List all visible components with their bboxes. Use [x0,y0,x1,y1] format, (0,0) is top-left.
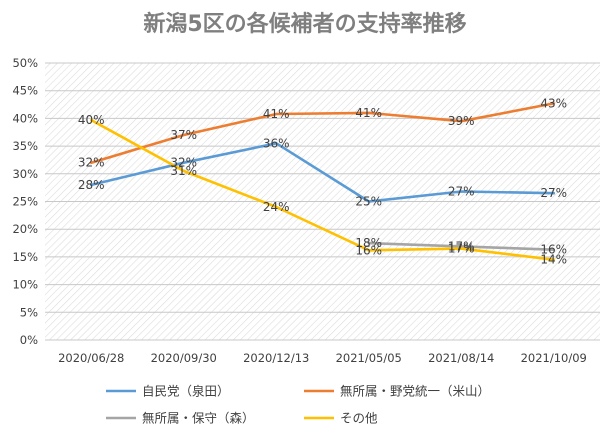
legend-label: その他 [340,411,378,426]
legend-label: 自民党（泉田） [142,384,230,399]
legend-item: 自民党（泉田） [106,384,230,399]
legend-label: 無所属・野党統一（米山） [340,384,490,399]
data-label: 39% [448,114,475,128]
data-label: 14% [540,253,567,267]
x-tick-label: 2020/09/30 [151,351,217,365]
data-label: 25% [355,195,382,209]
data-label: 40% [78,113,105,127]
y-tick-label: 50% [12,56,38,70]
series-lines [90,102,556,262]
data-label: 17% [448,242,475,256]
data-label: 41% [355,106,382,120]
data-label: 31% [170,164,197,178]
data-label: 28% [78,178,105,192]
x-tick-label: 2020/12/13 [243,351,309,365]
data-labels: 28%32%36%25%27% 27%32%37%41% 41%39%43%18% 1… [78,96,567,266]
x-axis-ticks: 2020/06/28 2020/09/30 2020/12/13 2021/05/05… [58,351,587,365]
x-tick-label: 2021/10/09 [521,351,587,365]
y-tick-label: 30% [12,167,38,181]
data-label: 41% [263,107,290,121]
y-tick-label: 5% [20,305,38,319]
y-tick-label: 15% [12,250,38,264]
data-label: 16% [355,243,382,257]
data-label: 36% [263,136,290,150]
legend-item: 無所属・保守（森） [106,411,255,426]
data-label: 17% [448,239,475,253]
data-label: 27% [540,186,567,200]
series-line-0 [90,142,556,203]
x-tick-label: 2021/05/05 [336,351,402,365]
legend-item: その他 [304,411,378,426]
legend-item: 無所属・野党統一（米山） [304,384,490,399]
data-label: 24% [263,200,290,214]
y-tick-label: 20% [12,222,38,236]
y-tick-label: 0% [20,333,38,347]
x-tick-label: 2020/06/28 [58,351,124,365]
data-label: 32% [78,156,105,170]
data-label: 32% [170,156,197,170]
data-label: 18% [355,236,382,250]
y-tick-label: 35% [12,139,38,153]
x-tick-label: 2021/08/14 [428,351,494,365]
legend-label: 無所属・保守（森） [142,411,255,426]
data-label: 37% [170,128,197,142]
data-label: 16% [540,243,567,257]
y-axis-ticks: 0% 5% 10% 15% 20% 25% 30% 35% 40% 45% 50% [12,56,38,347]
series-line-2 [367,241,556,251]
chart-title: 新潟5区の各候補者の支持率推移 [143,11,466,37]
data-label: 27% [448,185,475,199]
series-line-3 [90,118,556,262]
y-tick-label: 10% [12,278,38,292]
legend: 自民党（泉田） 無所属・野党統一（米山） 無所属・保守（森） その他 [106,384,490,426]
data-label: 43% [540,96,567,110]
y-tick-label: 45% [12,84,38,98]
y-tick-label: 25% [12,195,38,209]
series-line-1 [90,102,556,164]
y-tick-label: 40% [12,111,38,125]
